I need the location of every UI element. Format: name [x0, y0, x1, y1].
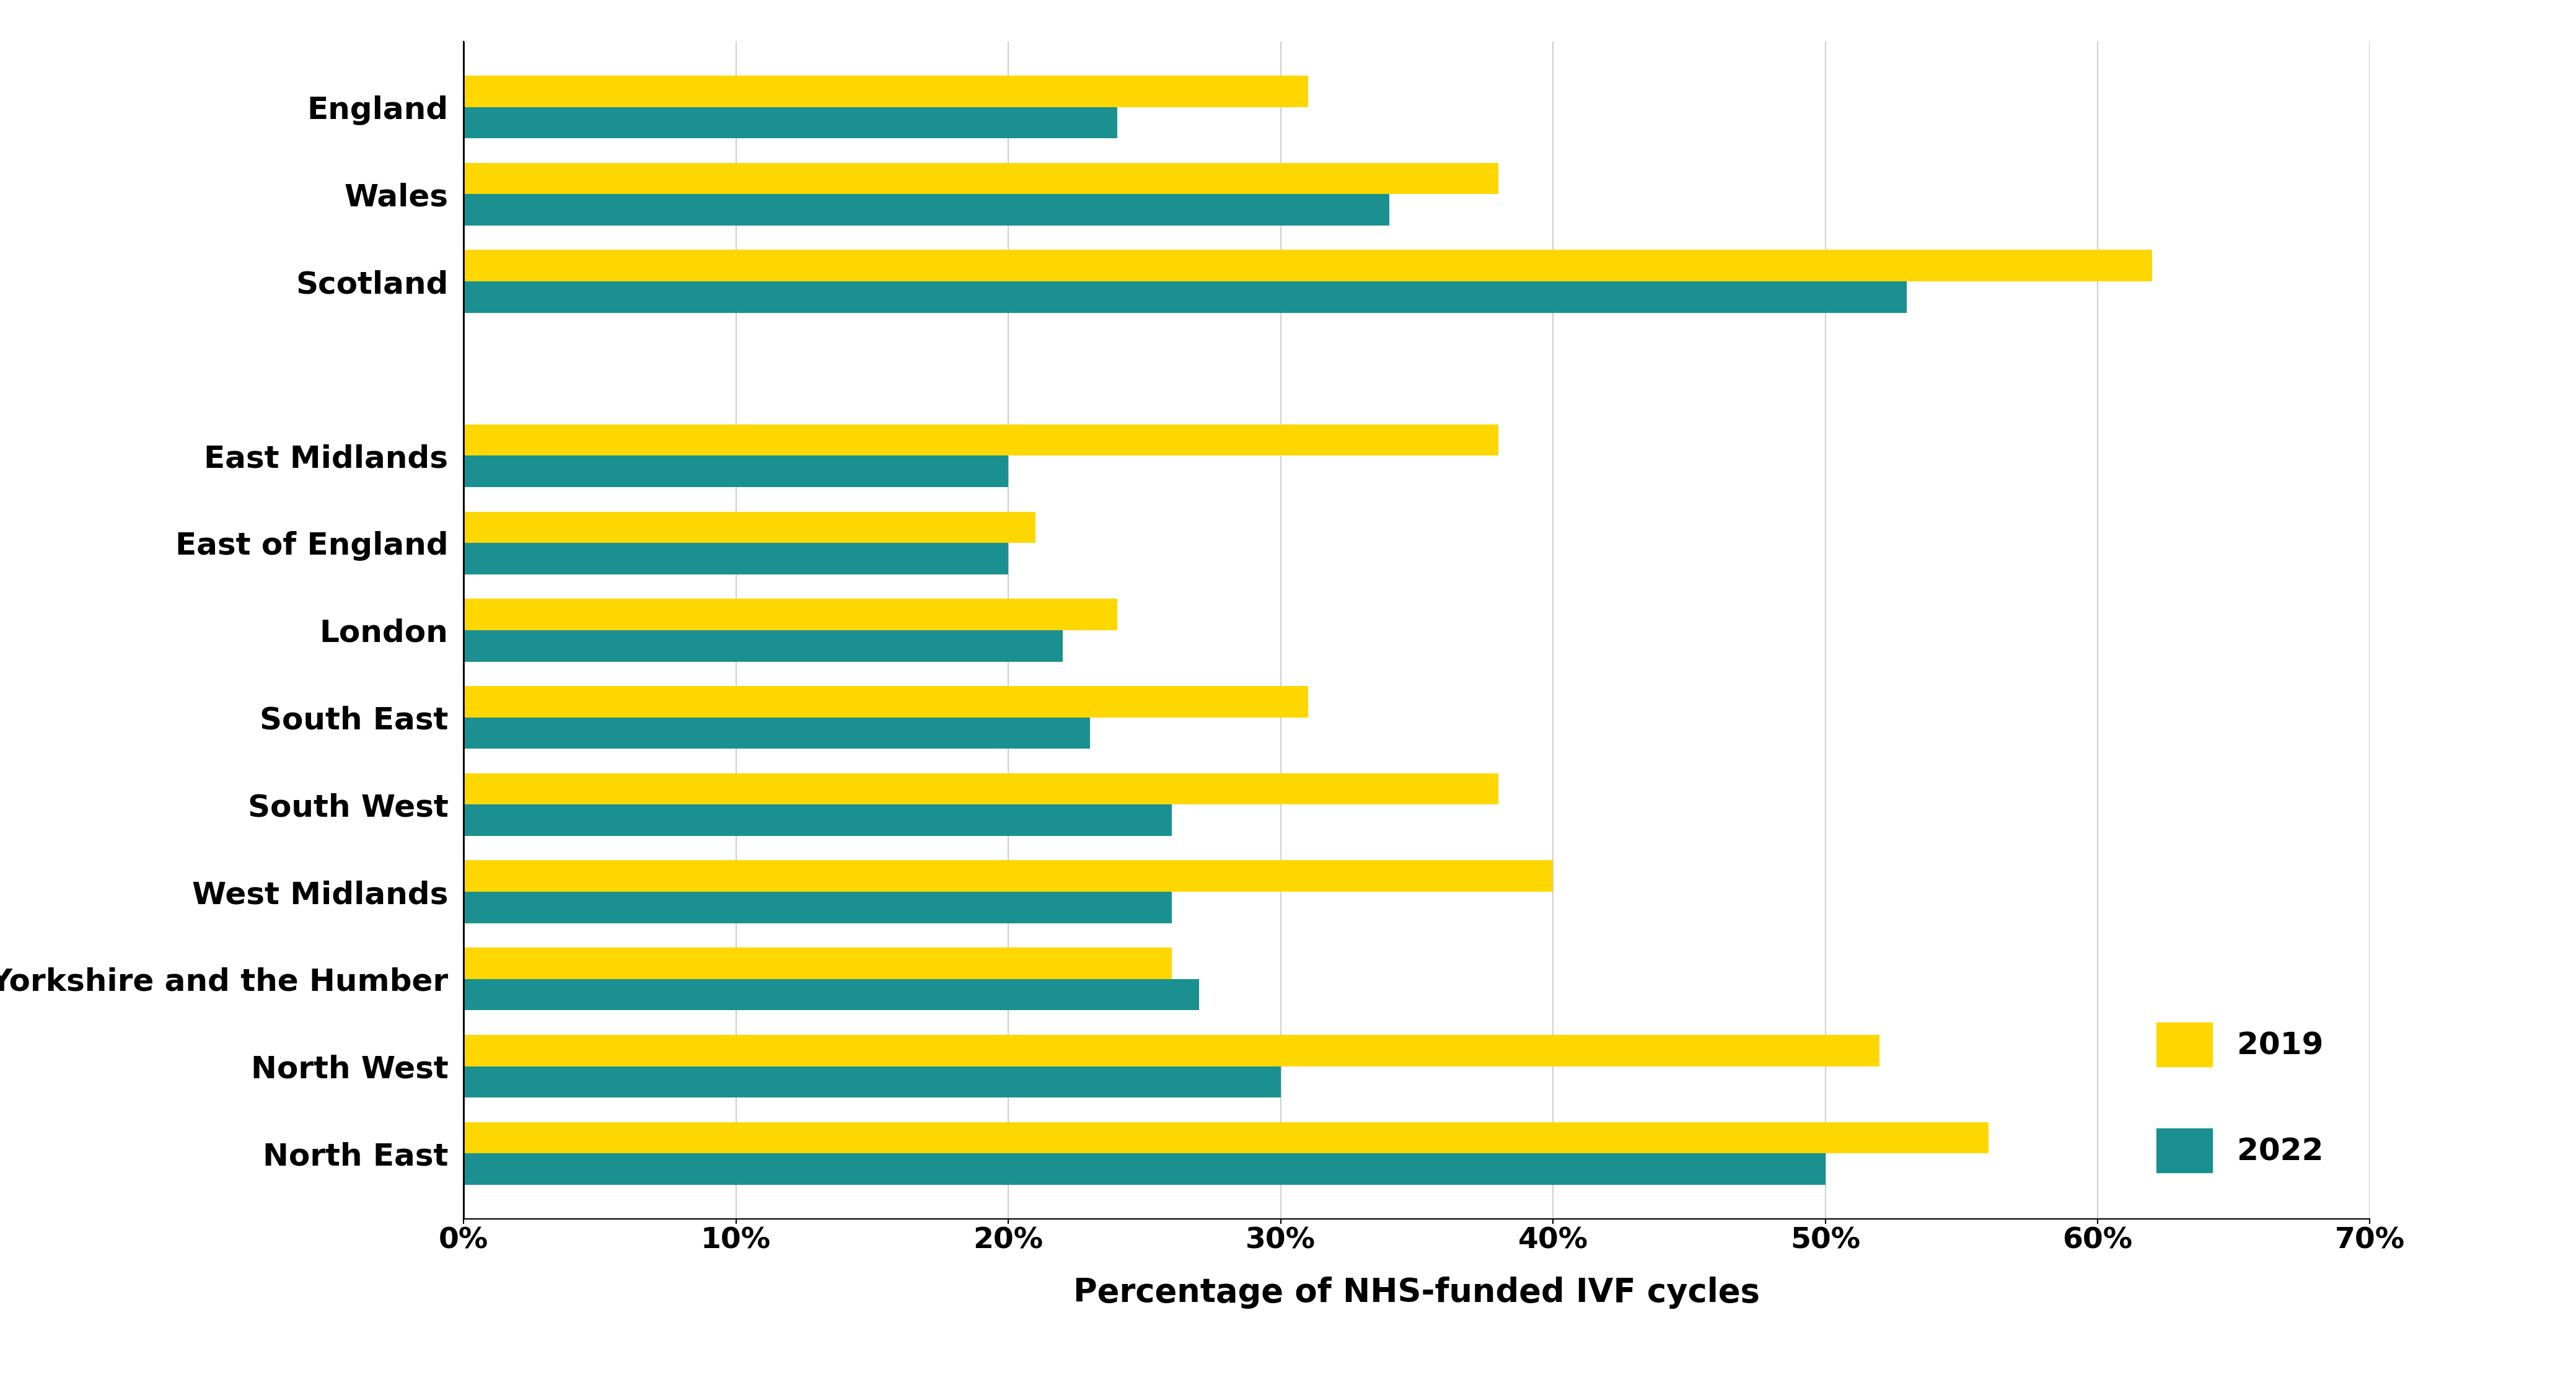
Bar	[464, 456, 1007, 488]
Bar	[464, 281, 1906, 313]
Bar	[464, 1122, 1989, 1154]
Bar	[464, 805, 1172, 837]
Bar	[464, 1035, 1880, 1066]
Bar	[464, 424, 1499, 456]
Bar	[464, 163, 1499, 194]
X-axis label: Percentage of NHS-funded IVF cycles: Percentage of NHS-funded IVF cycles	[1074, 1277, 1759, 1309]
Bar	[464, 892, 1172, 924]
Bar	[464, 979, 1198, 1011]
Bar	[464, 947, 1172, 979]
Bar	[464, 717, 1090, 749]
Bar	[464, 860, 1553, 892]
Bar	[464, 1154, 1826, 1184]
Bar	[464, 511, 1036, 543]
Bar	[464, 630, 1064, 662]
Bar	[464, 543, 1007, 575]
Bar	[464, 1066, 1280, 1097]
Bar	[464, 249, 2151, 281]
Bar	[464, 107, 1118, 138]
Bar	[464, 76, 1309, 107]
Bar	[464, 194, 1388, 226]
Bar	[464, 686, 1309, 717]
Bar	[464, 598, 1118, 630]
Legend: 2019, 2022: 2019, 2022	[2125, 992, 2354, 1204]
Bar	[464, 773, 1499, 805]
